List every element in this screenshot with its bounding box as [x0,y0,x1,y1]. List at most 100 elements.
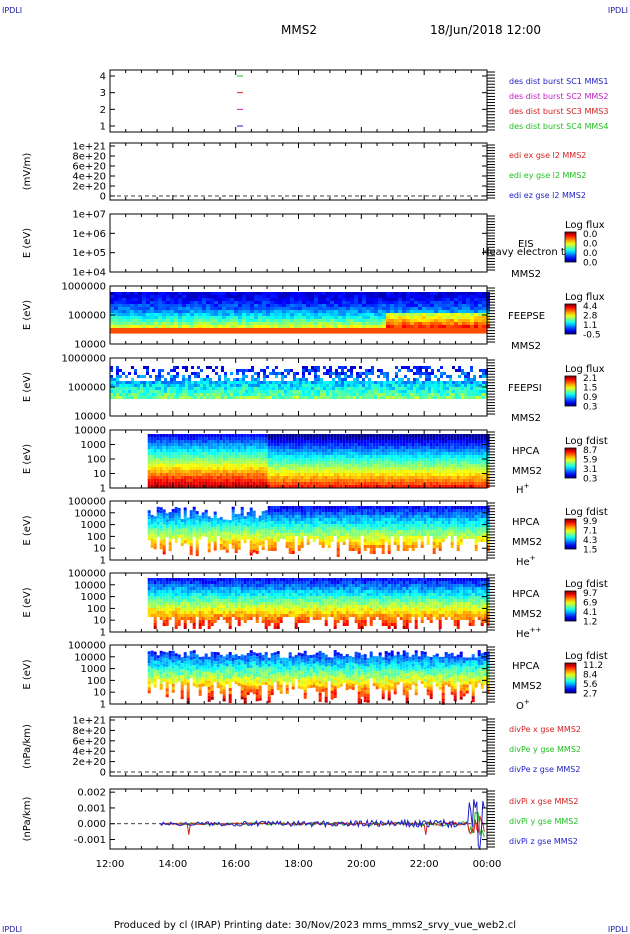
colorbar-title: Log fdist [565,436,608,447]
panel-dist: 4 3 2 1 des dist burst SC1 MMS1 des dist burs… [100,69,608,133]
colorbar-label: 0.0 [583,230,598,240]
colorbar-label: 0.3 [583,475,597,485]
legend-divpi-1: divPi y gse MMS2 [509,817,578,826]
colorbar-label: -0.5 [583,331,601,341]
legend-divpe-0: divPe x gse MMS2 [509,725,581,734]
legend-dist-0: des dist burst SC1 MMS1 [509,77,608,86]
spacecraft-title: MMS2 [281,23,317,37]
spacecraft-label: MMS2 [511,341,541,352]
colorbar-label: 8.7 [583,446,597,456]
ytick-label: 1000 [81,592,106,603]
corner-mark-bottom-left: IPDLI [2,925,23,934]
instrument-label: EIS [518,239,534,250]
corner-mark-bottom-right: IPDLI [607,925,628,934]
ytick-label: 100 [87,455,106,466]
colorbar [564,303,577,335]
ytick-label: 1000 [81,520,106,531]
colorbar-title: Log fdist [565,651,608,662]
ytick-label: 0 [100,192,106,203]
colorbar-label: 7.1 [583,527,597,537]
spacecraft-label: MMS2 [511,413,541,424]
colorbar-label: 2.7 [583,690,597,700]
ytick-label: 1e+05 [72,248,106,259]
y-axis-label: (nPa/km) [22,797,33,842]
colorbar [564,662,577,694]
colorbar-label: 9.9 [583,517,598,527]
ytick-label: 100000 [68,569,106,580]
legend-dist-3: des dist burst SC4 MMS4 [509,122,608,131]
ytick-label: 1e+21 [72,142,106,153]
colorbar-title: Log flux [565,220,605,231]
colorbar-label: 1.2 [583,618,597,628]
colorbar-label: 1.1 [583,321,597,331]
xtick-label: 22:00 [410,859,439,870]
spectrogram-feepsi [110,366,488,399]
ytick-label: 100 [87,604,106,615]
colorbar-label: 1.5 [583,384,597,394]
colorbar [564,231,577,263]
colorbar-label: 4.1 [583,608,597,618]
spacecraft-label: MMS2 [511,269,541,280]
corner-mark-top-left: IPDLI [2,6,23,15]
ytick-label: 0.000 [77,819,106,830]
colorbar-label: 11.2 [583,661,603,671]
colorbar-label: 5.6 [583,680,598,690]
colorbar-label: 1.5 [583,546,597,556]
legend-divpi-2: divPi z gse MMS2 [509,837,578,846]
spectrogram-hpca_h [147,434,490,488]
ytick-label: -0.001 [74,835,106,846]
instrument-label: FEEPSI [508,383,542,394]
corner-mark-top-right: IPDLI [607,6,628,15]
ytick-label: 4 [100,72,106,83]
panel-frame [109,213,488,273]
ytick-label: 1000 [81,440,106,451]
y-axis-label: E (eV) [22,372,33,402]
panel-frame [109,716,488,777]
y-axis-label: E (eV) [22,228,33,258]
colorbar-label: 2.1 [583,374,597,384]
ytick-label: 2 [100,105,106,116]
spectrogram-feepse [110,292,490,334]
ytick-label: 100 [87,532,106,543]
ytick-label: 0 [100,768,106,779]
xtick-label: 16:00 [221,859,250,870]
colorbar-label: 2.8 [583,312,598,322]
instrument-label: HPCA [512,589,540,600]
legend-edi-0: edi ex gse l2 MMS2 [509,151,586,160]
colorbar-title: Log flux [565,292,605,303]
legend-divpi-0: divPi x gse MMS2 [509,797,578,806]
colorbar-label: 5.9 [583,456,598,466]
ytick-label: 0.002 [77,788,106,799]
ytick-label: 100 [87,676,106,687]
ytick-label: 1000000 [61,282,106,293]
colorbar-label: 0.9 [583,393,598,403]
ytick-label: 1e+06 [72,229,106,240]
ytick-label: 10000 [74,340,106,351]
colorbar-label: 0.3 [583,403,597,413]
ytick-label: 10000 [74,412,106,423]
ytick-label: 100000 [68,383,106,394]
legend-dist-1: des dist burst SC2 MMS2 [509,92,608,101]
colorbar-label: 0.0 [583,259,598,269]
ytick-label: 4e+20 [72,747,106,758]
ytick-label: 10 [93,469,106,480]
ytick-label: 4e+20 [72,172,106,183]
xtick-label: 18:00 [284,859,313,870]
spacecraft-label: MMS2 [512,537,542,548]
ytick-label: 1 [100,628,106,639]
xtick-label: 20:00 [347,859,376,870]
colorbar-title: Log fdist [565,579,608,590]
xtick-label: 00:00 [473,859,502,870]
ytick-label: 0.001 [77,803,106,814]
panel-feepsi: 1000000 100000 10000 E (eV) FEEPSI MMS2 Log fl… [22,354,605,425]
spacecraft-label: MMS2 [512,466,542,477]
spacecraft-label: MMS2 [512,681,542,692]
y-axis-label: E (eV) [22,300,33,330]
ytick-label: 10 [93,688,106,699]
ytick-label: 3 [100,88,106,99]
spectrogram-hpca_o [147,650,490,705]
panel-frame [109,142,488,201]
ytick-label: 1e+07 [72,210,106,221]
